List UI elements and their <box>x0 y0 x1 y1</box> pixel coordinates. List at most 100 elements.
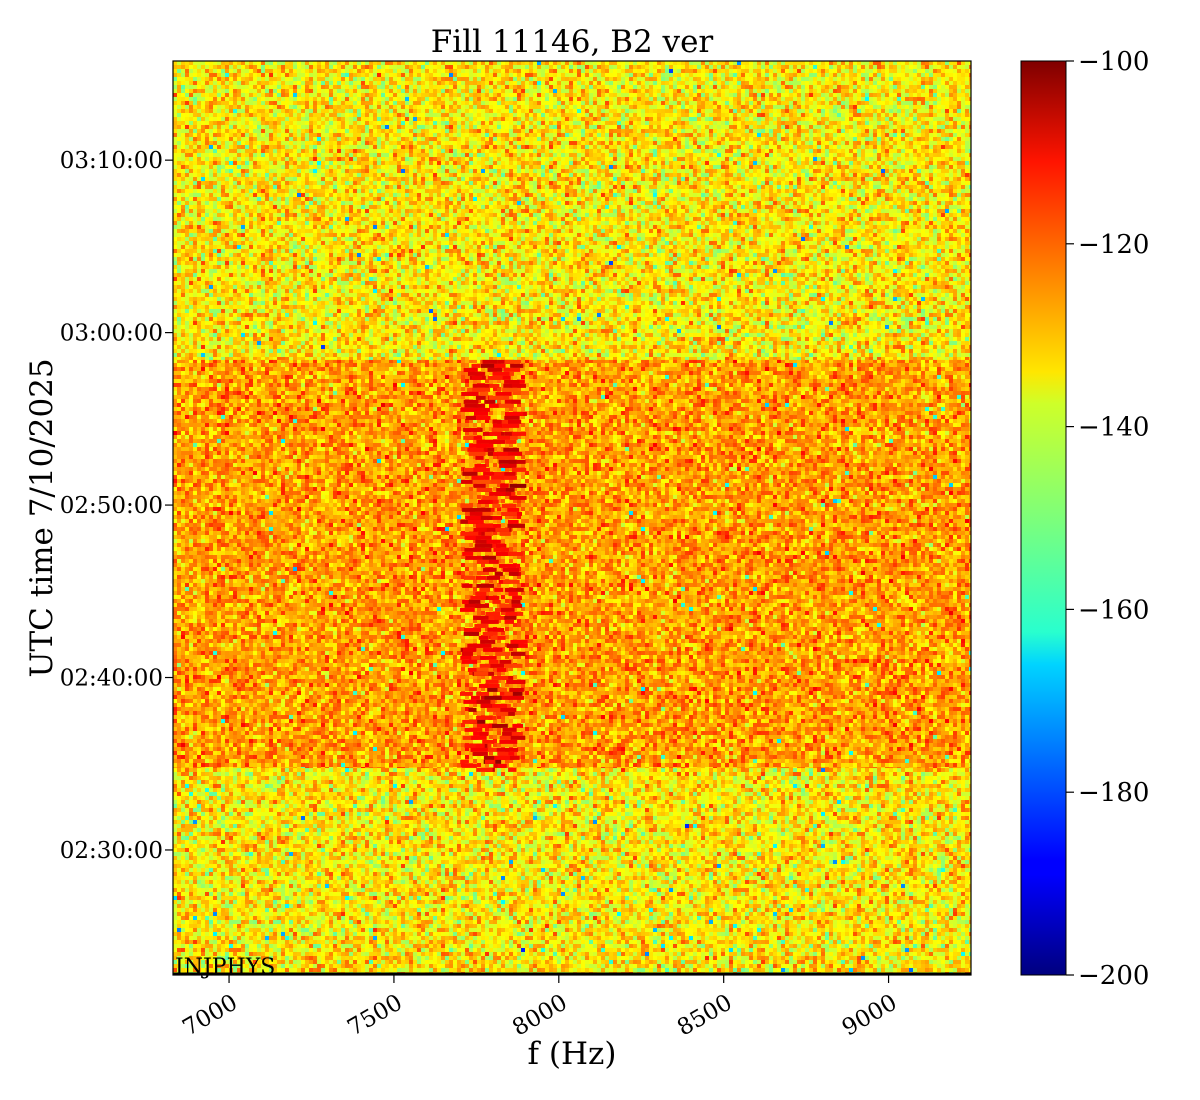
heatmap-cell <box>209 844 213 848</box>
heatmap-cell <box>701 816 705 820</box>
heatmap-cell <box>813 816 817 820</box>
heatmap-cell <box>941 792 945 796</box>
heatmap-cell <box>641 780 645 784</box>
heatmap-cell <box>809 776 813 780</box>
heatmap-cell <box>269 768 273 772</box>
heatmap-cell <box>545 836 549 840</box>
heatmap-cell <box>205 856 209 860</box>
heatmap-cell <box>633 768 637 772</box>
heatmap-cell <box>353 804 357 808</box>
heatmap-cell <box>777 824 781 828</box>
heatmap-cell <box>805 848 809 852</box>
heatmap-cell <box>945 824 949 828</box>
heatmap-cell <box>429 860 433 864</box>
heatmap-cell <box>933 844 937 848</box>
heatmap-cell <box>173 832 177 836</box>
heatmap-cell <box>253 788 257 792</box>
heatmap-cell <box>725 856 729 860</box>
heatmap-cell <box>321 820 325 824</box>
heatmap-cell <box>881 864 885 868</box>
heatmap-cell <box>417 768 421 772</box>
heatmap-cell <box>769 788 773 792</box>
heatmap-cell <box>369 768 373 772</box>
heatmap-cell <box>913 824 917 828</box>
heatmap-cell <box>273 796 277 800</box>
heatmap-cell <box>685 776 689 780</box>
heatmap-cell <box>425 820 429 824</box>
heatmap-cell <box>529 852 533 856</box>
heatmap-cell <box>253 848 257 852</box>
heatmap-cell <box>517 844 521 848</box>
heatmap-cell <box>905 792 909 796</box>
heatmap-cell <box>725 796 729 800</box>
heatmap-cell <box>593 844 597 848</box>
heatmap-cell <box>689 768 693 772</box>
heatmap-cell <box>309 836 313 840</box>
heatmap-cell <box>901 836 905 840</box>
heatmap-cell <box>349 864 353 868</box>
heatmap-cell <box>477 864 481 868</box>
heatmap-cell <box>625 840 629 844</box>
heatmap-cell <box>533 824 537 828</box>
heatmap-cell <box>229 856 233 860</box>
heatmap-cell <box>277 848 281 852</box>
heatmap-cell <box>753 832 757 836</box>
heatmap-cell <box>509 844 513 848</box>
heatmap-cell <box>665 844 669 848</box>
heatmap-cell <box>293 780 297 784</box>
heatmap-cell <box>225 816 229 820</box>
heatmap-cell <box>213 856 217 860</box>
heatmap-cell <box>673 836 677 840</box>
heatmap-cell <box>717 836 721 840</box>
heatmap-cell <box>805 780 809 784</box>
heatmap-cell <box>385 836 389 840</box>
heatmap-cell <box>849 784 853 788</box>
heatmap-cell <box>341 856 345 860</box>
heatmap-cell <box>217 844 221 848</box>
heatmap-cell <box>493 796 497 800</box>
heatmap-cell <box>197 832 201 836</box>
heatmap-cell <box>449 852 453 856</box>
heatmap-cell <box>829 804 833 808</box>
heatmap-cell <box>577 840 581 844</box>
heatmap-cell <box>805 816 809 820</box>
heatmap-cell <box>513 840 517 844</box>
heatmap-cell <box>749 832 753 836</box>
heatmap-cell <box>849 768 853 772</box>
heatmap-cell <box>965 796 969 800</box>
heatmap-cell <box>885 864 889 868</box>
heatmap-cell <box>357 792 361 796</box>
heatmap-cell <box>749 808 753 812</box>
heatmap-cell <box>333 812 337 816</box>
heatmap-cell <box>969 824 971 828</box>
heatmap-cell <box>637 840 641 844</box>
heatmap-cell <box>817 848 821 852</box>
heatmap-cell <box>601 804 605 808</box>
heatmap-cell <box>801 772 805 776</box>
heatmap-cell <box>377 768 381 772</box>
heatmap-cell <box>373 784 377 788</box>
heatmap-cell <box>541 840 545 844</box>
heatmap-cell <box>773 796 777 800</box>
heatmap-cell <box>701 832 705 836</box>
heatmap-cell <box>913 864 917 868</box>
heatmap-cell <box>925 780 929 784</box>
heatmap-cell <box>817 780 821 784</box>
heatmap-cell <box>273 812 277 816</box>
heatmap-cell <box>257 864 261 868</box>
heatmap-cell <box>265 840 269 844</box>
heatmap-cell <box>693 824 697 828</box>
heatmap-cell <box>885 788 889 792</box>
heatmap-cell <box>533 804 537 808</box>
heatmap-cell <box>905 860 909 864</box>
heatmap-cell <box>789 780 793 784</box>
heatmap-cell <box>645 824 649 828</box>
heatmap-cell <box>873 856 877 860</box>
heatmap-cell <box>229 824 233 828</box>
heatmap-cell <box>769 832 773 836</box>
heatmap-cell <box>669 816 673 820</box>
heatmap-cell <box>377 808 381 812</box>
heatmap-cell <box>401 836 405 840</box>
heatmap-cell <box>869 852 873 856</box>
heatmap-cell <box>897 844 901 848</box>
